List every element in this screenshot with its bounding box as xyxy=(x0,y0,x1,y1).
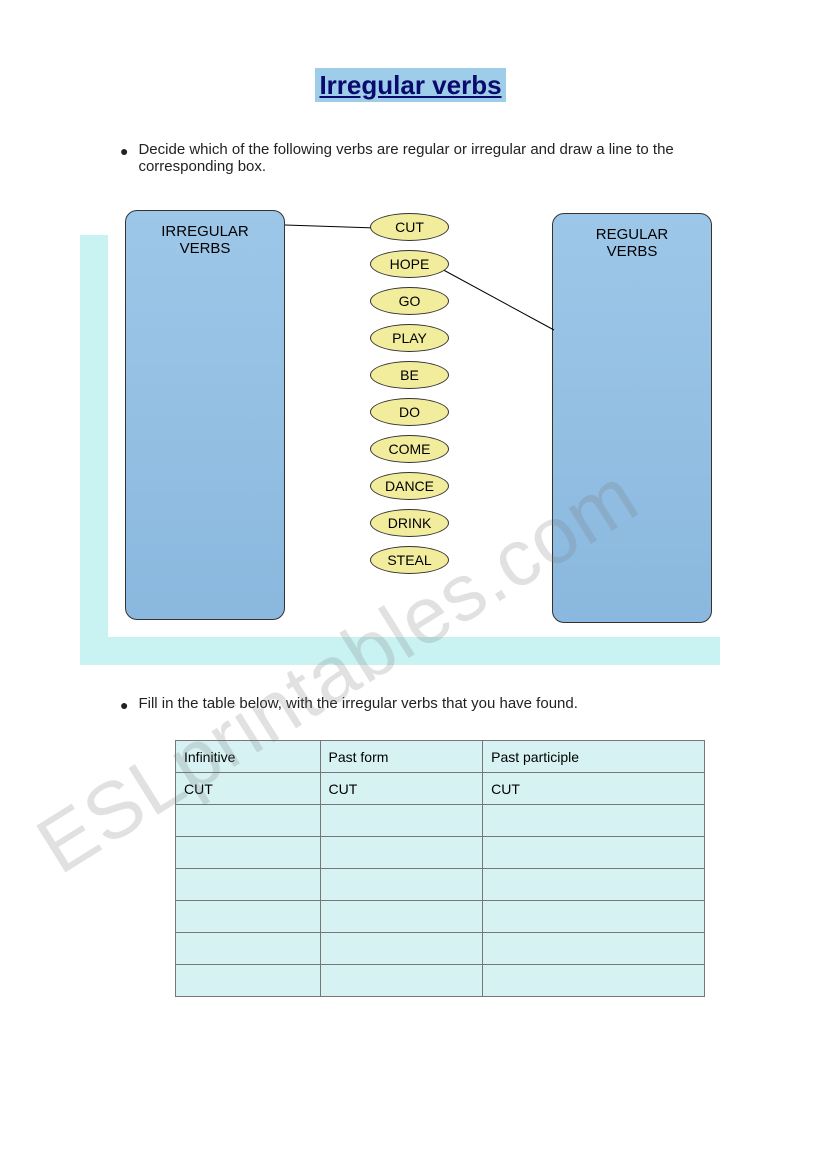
verb-oval: CUT xyxy=(370,213,449,241)
table-header-row: Infinitive Past form Past participle xyxy=(176,741,705,773)
table-cell xyxy=(176,965,321,997)
verb-oval: COME xyxy=(370,435,449,463)
table-cell xyxy=(176,805,321,837)
table-row xyxy=(176,901,705,933)
instruction-2: ● Fill in the table below, with the irre… xyxy=(120,695,721,715)
table-cell xyxy=(320,837,483,869)
title-text: Irregular verbs xyxy=(315,68,505,102)
verb-oval: BE xyxy=(370,361,449,389)
instruction-2-text: Fill in the table below, with the irregu… xyxy=(138,695,577,712)
table-row xyxy=(176,837,705,869)
line-cut-to-irregular xyxy=(285,225,376,228)
table-header: Past form xyxy=(320,741,483,773)
line-hope-to-regular xyxy=(438,267,554,330)
page-title: Irregular verbs xyxy=(80,70,741,101)
table-cell xyxy=(320,965,483,997)
table-cell: CUT xyxy=(176,773,321,805)
table-row xyxy=(176,965,705,997)
verb-table-wrap: Infinitive Past form Past participle CUT… xyxy=(175,740,741,997)
table-header: Infinitive xyxy=(176,741,321,773)
table-cell xyxy=(320,933,483,965)
table-cell xyxy=(483,965,705,997)
table-cell xyxy=(483,933,705,965)
table-header: Past participle xyxy=(483,741,705,773)
verb-oval: DANCE xyxy=(370,472,449,500)
table-cell xyxy=(483,805,705,837)
l-shape-horizontal xyxy=(80,637,720,665)
instruction-1: ● Decide which of the following verbs ar… xyxy=(120,141,721,175)
l-shape-vertical xyxy=(80,235,108,665)
bullet-icon: ● xyxy=(120,141,128,161)
table-cell xyxy=(320,901,483,933)
table-cell xyxy=(176,869,321,901)
table-row xyxy=(176,933,705,965)
verb-ovals: CUT HOPE GO PLAY BE DO COME DANCE DRINK … xyxy=(370,213,449,583)
regular-box-line1: REGULAR xyxy=(553,226,711,243)
irregular-box-line2: VERBS xyxy=(126,240,284,257)
table-cell xyxy=(483,869,705,901)
verb-oval: DO xyxy=(370,398,449,426)
irregular-box: IRREGULAR VERBS xyxy=(125,210,285,620)
table-cell xyxy=(320,869,483,901)
table-row: CUT CUT CUT xyxy=(176,773,705,805)
sorting-diagram: IRREGULAR VERBS REGULAR VERBS CUT HOPE G… xyxy=(80,195,740,665)
verb-oval: DRINK xyxy=(370,509,449,537)
irregular-box-line1: IRREGULAR xyxy=(126,223,284,240)
regular-box: REGULAR VERBS xyxy=(552,213,712,623)
table-cell xyxy=(176,901,321,933)
verb-table: Infinitive Past form Past participle CUT… xyxy=(175,740,705,997)
instruction-1-text: Decide which of the following verbs are … xyxy=(138,141,721,175)
regular-box-line2: VERBS xyxy=(553,243,711,260)
table-cell xyxy=(320,805,483,837)
table-cell xyxy=(176,837,321,869)
table-cell: CUT xyxy=(320,773,483,805)
verb-oval: HOPE xyxy=(370,250,449,278)
table-row xyxy=(176,869,705,901)
table-cell xyxy=(483,901,705,933)
table-row xyxy=(176,805,705,837)
verb-oval: GO xyxy=(370,287,449,315)
verb-oval: STEAL xyxy=(370,546,449,574)
table-cell xyxy=(176,933,321,965)
verb-oval: PLAY xyxy=(370,324,449,352)
table-cell xyxy=(483,837,705,869)
table-cell: CUT xyxy=(483,773,705,805)
bullet-icon: ● xyxy=(120,695,128,715)
